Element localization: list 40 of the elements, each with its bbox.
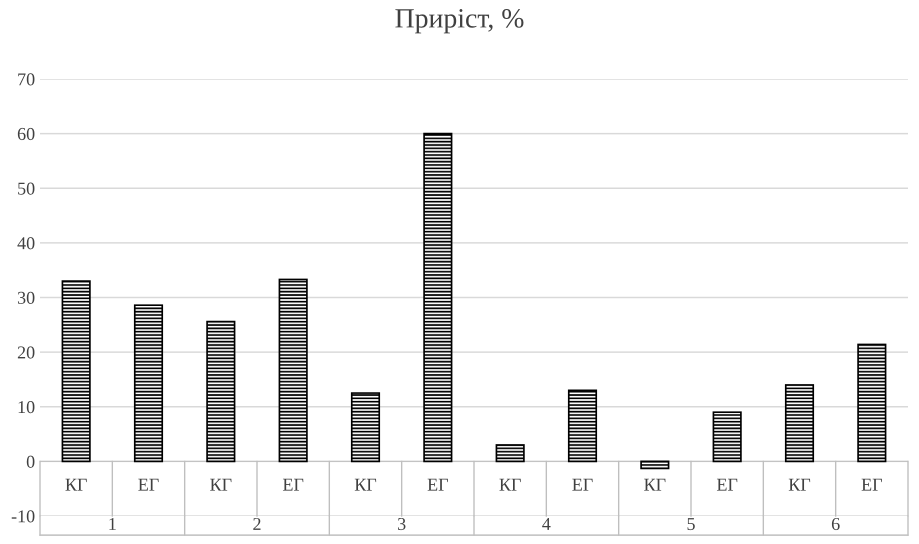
bar xyxy=(350,392,380,462)
y-tick-label: -10 xyxy=(12,510,34,522)
text: 1 xyxy=(109,518,116,530)
text: 6 xyxy=(832,518,840,530)
y-tick-label: 10 xyxy=(18,401,34,414)
text: 4 xyxy=(542,518,551,530)
bar xyxy=(568,390,598,462)
x-tick-label: ЕГ xyxy=(572,478,593,491)
x-tick-label: ЕГ xyxy=(282,478,304,491)
x-tick-label: КГ xyxy=(210,478,232,491)
bar xyxy=(712,411,742,462)
text: 5 xyxy=(688,518,695,530)
bar xyxy=(206,320,236,462)
y-tick-label: 20 xyxy=(18,346,34,359)
bar xyxy=(640,460,670,470)
bar xyxy=(134,304,164,462)
bar xyxy=(857,344,886,462)
x-tick-label: ЕГ xyxy=(716,478,738,491)
x-tick-label: КГ xyxy=(644,478,666,491)
bar xyxy=(423,132,452,462)
y-tick-label: 30 xyxy=(18,292,34,304)
x-tick-label: ЕГ xyxy=(862,478,882,491)
x-tick-label: КГ xyxy=(65,478,87,491)
text: 2 xyxy=(253,518,261,530)
x-tick-label: КГ xyxy=(354,478,376,491)
chart-title: Приріст, % xyxy=(395,8,524,34)
y-tick-label: 40 xyxy=(17,237,34,250)
x-tick-label: КГ xyxy=(499,478,521,491)
y-tick-label: 60 xyxy=(18,128,34,140)
bar xyxy=(278,278,308,462)
text: 3 xyxy=(398,518,406,530)
x-tick-label: КГ xyxy=(788,478,810,491)
y-tick-label: 70 xyxy=(18,73,34,86)
x-tick-label: ЕГ xyxy=(138,478,159,491)
bar xyxy=(784,384,814,462)
y-tick-label: 0 xyxy=(26,456,34,468)
bar xyxy=(496,444,525,462)
x-tick-label: ЕГ xyxy=(428,478,448,491)
y-tick-label: 50 xyxy=(18,182,34,195)
bar xyxy=(62,280,91,462)
